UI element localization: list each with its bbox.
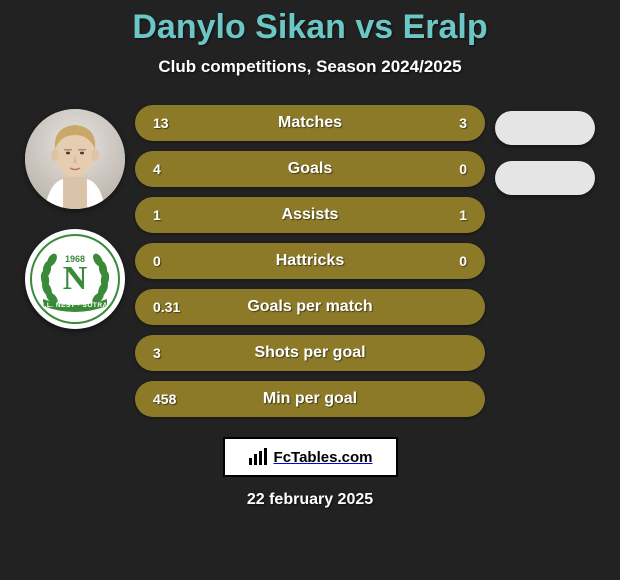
stat-right-value: 0 — [433, 161, 467, 177]
stat-row-assists: 1 Assists 1 — [135, 197, 485, 233]
page-container: Danylo Sikan vs Eralp Club competitions,… — [0, 0, 620, 580]
stat-row-hattricks: 0 Hattricks 0 — [135, 243, 485, 279]
stat-left-value: 4 — [153, 161, 187, 177]
stat-right-value: 0 — [433, 253, 467, 269]
stat-left-value: 0.31 — [153, 299, 187, 315]
crest-icon: N 1968 I.L. NEST · SOTRA — [25, 229, 125, 329]
stat-label: Hattricks — [187, 252, 433, 270]
brand-text: FcTables.com — [274, 449, 373, 466]
stat-left-value: 1 — [153, 207, 187, 223]
left-column: N 1968 I.L. NEST · SOTRA — [15, 105, 135, 329]
chart-icon — [248, 448, 268, 466]
page-subtitle: Club competitions, Season 2024/2025 — [158, 57, 461, 77]
svg-text:N: N — [63, 260, 88, 297]
stat-label: Matches — [187, 114, 433, 132]
stat-row-shots-per-goal: 3 Shots per goal — [135, 335, 485, 371]
stat-right-value: 3 — [433, 115, 467, 131]
stat-label: Assists — [187, 206, 433, 224]
stat-label: Shots per goal — [187, 344, 433, 362]
stat-left-value: 3 — [153, 345, 187, 361]
stat-label: Goals per match — [187, 298, 433, 316]
right-column — [485, 105, 605, 195]
comparison-pill-1 — [495, 111, 595, 145]
stat-label: Goals — [187, 160, 433, 178]
svg-text:I.L. NEST · SOTRA: I.L. NEST · SOTRA — [42, 302, 108, 309]
stat-left-value: 0 — [153, 253, 187, 269]
footer: FcTables.com 22 february 2025 — [223, 437, 398, 509]
stat-left-value: 13 — [153, 115, 187, 131]
stats-column: 13 Matches 3 4 Goals 0 1 Assists 1 0 Hat… — [135, 105, 485, 417]
stat-row-matches: 13 Matches 3 — [135, 105, 485, 141]
main-row: N 1968 I.L. NEST · SOTRA 13 Matches 3 4 — [0, 105, 620, 417]
person-icon — [25, 109, 125, 209]
page-title: Danylo Sikan vs Eralp — [132, 8, 487, 47]
date-text: 22 february 2025 — [247, 491, 373, 509]
stat-left-value: 458 — [153, 391, 187, 407]
stat-row-goals-per-match: 0.31 Goals per match — [135, 289, 485, 325]
crest-year: 1968 — [65, 254, 85, 264]
stat-row-min-per-goal: 458 Min per goal — [135, 381, 485, 417]
club-crest: N 1968 I.L. NEST · SOTRA — [25, 229, 125, 329]
stat-right-value: 1 — [433, 207, 467, 223]
comparison-pill-2 — [495, 161, 595, 195]
stat-label: Min per goal — [187, 390, 433, 408]
player-avatar — [25, 109, 125, 209]
brand-link[interactable]: FcTables.com — [223, 437, 398, 477]
stat-row-goals: 4 Goals 0 — [135, 151, 485, 187]
